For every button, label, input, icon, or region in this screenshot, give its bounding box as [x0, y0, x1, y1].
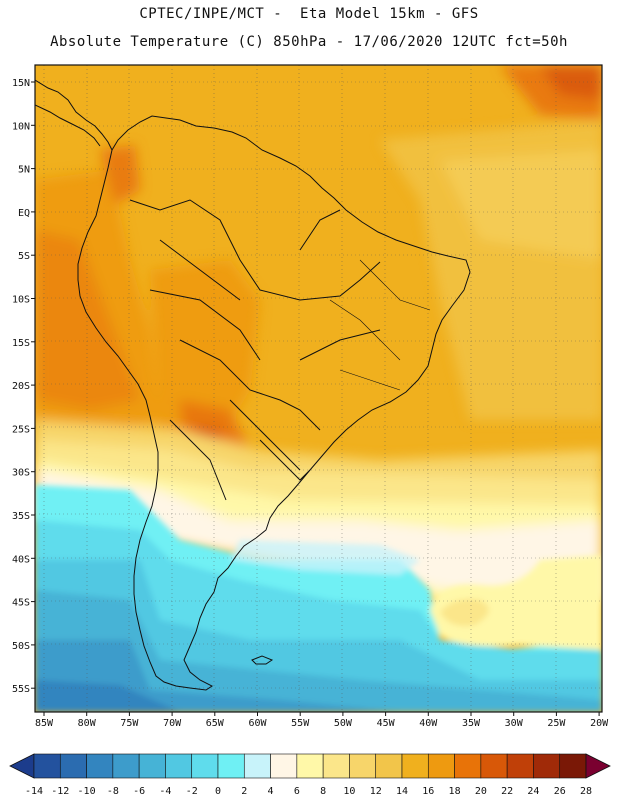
- colorbar-swatch: [296, 753, 324, 779]
- colorbar-tick-label: 6: [294, 786, 300, 797]
- colorbar-tick-label: 18: [449, 786, 461, 797]
- colorbar-tick-label: 12: [370, 786, 382, 797]
- colorbar-tick-label: 24: [527, 786, 539, 797]
- lat-label: 40S: [12, 554, 30, 565]
- lon-label: 85W: [35, 718, 54, 729]
- colorbar: [9, 753, 611, 779]
- colorbar-swatch: [375, 753, 403, 779]
- map-title: CPTEC/INPE/MCT - Eta Model 15km - GFS: [139, 6, 479, 22]
- falkland-islands: [251, 655, 274, 665]
- colorbar-swatch: [427, 753, 455, 779]
- lon-label: 60W: [248, 718, 267, 729]
- colorbar-swatch: [86, 753, 114, 779]
- lon-label: 75W: [120, 718, 139, 729]
- lon-label: 50W: [334, 718, 353, 729]
- colorbar-tick-label: -14: [25, 786, 43, 797]
- colorbar-swatch: [165, 753, 193, 779]
- lat-label: EQ: [18, 208, 30, 219]
- lat-label: 55S: [12, 684, 30, 695]
- coastlines: [35, 79, 471, 691]
- colorbar-swatch: [506, 753, 534, 779]
- colorbar-tick-label: 14: [396, 786, 408, 797]
- lon-label: 20W: [590, 718, 609, 729]
- colorbar-swatch: [349, 753, 377, 779]
- longitude-axis: 85W 80W 75W 70W 65W 60W 55W 50W 45W 40W 35W 30W 25W 2…: [35, 712, 609, 729]
- lon-label: 30W: [505, 718, 524, 729]
- colorbar-swatch: [59, 753, 87, 779]
- lon-label: 45W: [377, 718, 396, 729]
- lat-label: 10S: [12, 295, 30, 306]
- colorbar-swatch: [33, 753, 61, 779]
- lon-label: 65W: [206, 718, 225, 729]
- colorbar-tick-label: 16: [422, 786, 434, 797]
- colorbar-tick-label: -2: [186, 786, 198, 797]
- lat-label: 10N: [12, 121, 30, 132]
- central-america-coast: [35, 79, 113, 151]
- lon-label: 35W: [462, 718, 481, 729]
- map-subtitle: Absolute Temperature (C) 850hPa - 17/06/…: [50, 34, 568, 50]
- lat-label: 20S: [12, 381, 30, 392]
- lat-label: 15S: [12, 338, 30, 349]
- colorbar-swatch: [138, 753, 166, 779]
- colorbar-tick-label: 10: [343, 786, 355, 797]
- lat-label: 30S: [12, 468, 30, 479]
- south-america-coast: [77, 115, 471, 691]
- colorbar-tick-label: -8: [107, 786, 119, 797]
- colorbar-tick-label: 26: [554, 786, 566, 797]
- colorbar-swatch: [270, 753, 298, 779]
- lon-label: 25W: [547, 718, 566, 729]
- map-frame: [34, 64, 603, 713]
- colorbar-tick-label: -4: [159, 786, 171, 797]
- colorbar-swatch: [191, 753, 219, 779]
- colorbar-max-arrow: [585, 753, 611, 779]
- lon-label: 70W: [163, 718, 182, 729]
- colorbar-ticks: -14 -12 -10 -8 -6 -4 -2 0 2 4 6 8 10 12 14 16 18 20 22 24 26…: [25, 786, 592, 797]
- lon-label: 55W: [291, 718, 310, 729]
- country-borders: [129, 199, 381, 501]
- brazil-states: [329, 259, 431, 391]
- colorbar-swatch: [480, 753, 508, 779]
- colorbar-tick-label: 28: [580, 786, 592, 797]
- colorbar-min-arrow: [9, 753, 35, 779]
- colorbar-tick-label: 4: [268, 786, 274, 797]
- lat-label: 25S: [12, 424, 30, 435]
- colorbar-tick-label: -6: [133, 786, 145, 797]
- temperature-field: [35, 65, 602, 712]
- lon-label: 80W: [78, 718, 97, 729]
- colorbar-tick-label: 20: [475, 786, 487, 797]
- colorbar-swatch: [401, 753, 429, 779]
- lat-label: 45S: [12, 598, 30, 609]
- colorbar-swatch: [559, 753, 587, 779]
- colorbar-swatch: [243, 753, 271, 779]
- lon-label: 40W: [419, 718, 438, 729]
- latitude-axis: 15N 10N 5N EQ 5S 10S 15S 20S 25S 30S 35S 40S 45S 50S 5…: [12, 78, 35, 695]
- graticule: [35, 65, 602, 712]
- colorbar-swatch: [533, 753, 561, 779]
- colorbar-tick-label: 22: [501, 786, 513, 797]
- colorbar-tick-label: -12: [51, 786, 69, 797]
- lat-label: 50S: [12, 641, 30, 652]
- colorbar-tick-label: -10: [78, 786, 96, 797]
- colorbar-swatch: [112, 753, 140, 779]
- colorbar-tick-label: 0: [215, 786, 221, 797]
- colorbar-swatch: [217, 753, 245, 779]
- lat-label: 5N: [18, 165, 30, 176]
- colorbar-tick-label: 8: [320, 786, 326, 797]
- colorbar-tick-label: 2: [241, 786, 247, 797]
- colorbar-swatch: [454, 753, 482, 779]
- lat-label: 15N: [12, 78, 30, 89]
- lat-label: 35S: [12, 511, 30, 522]
- colorbar-swatch: [322, 753, 350, 779]
- lat-label: 5S: [18, 251, 30, 262]
